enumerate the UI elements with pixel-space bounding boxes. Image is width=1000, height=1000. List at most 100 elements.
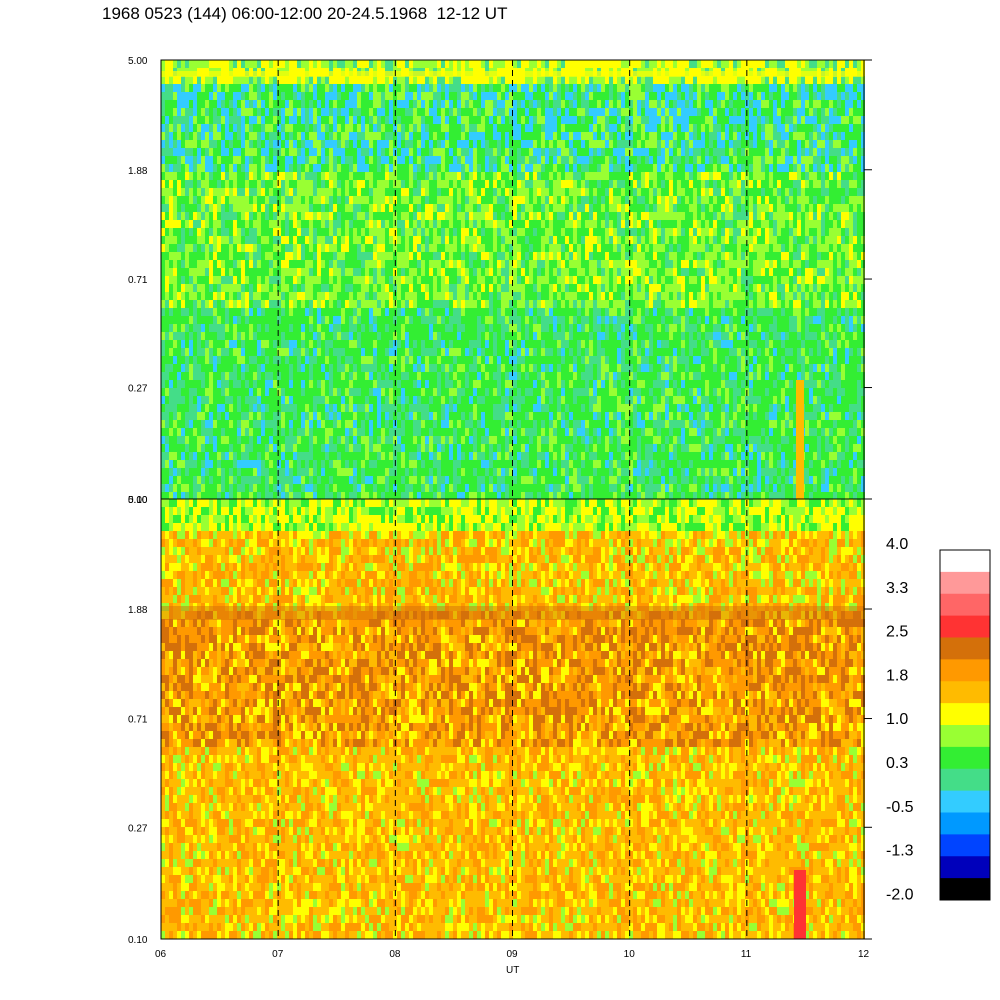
heatmap-cell [281, 404, 285, 418]
heatmap-cell [449, 372, 453, 386]
heatmap-cell [357, 388, 361, 396]
heatmap-cell [501, 324, 505, 338]
heatmap-cell [477, 420, 481, 435]
heatmap-cell [521, 404, 525, 418]
heatmap-cell [425, 436, 429, 450]
heatmap-cell [517, 148, 521, 161]
heatmap-cell [249, 284, 253, 293]
heatmap-cell [289, 396, 293, 411]
heatmap-cell [465, 476, 469, 485]
heatmap-cell [409, 412, 413, 420]
heatmap-cell [445, 188, 449, 197]
heatmap-cell [293, 324, 297, 332]
heatmap-cell [273, 412, 277, 423]
heatmap-cell [253, 492, 257, 499]
heatmap-cell [233, 108, 237, 120]
heatmap-cell [333, 124, 337, 139]
heatmap-cell [385, 420, 389, 428]
heatmap-cell [433, 172, 437, 185]
heatmap-cell [297, 84, 301, 92]
heatmap-cell [457, 308, 461, 319]
heatmap-cell [257, 388, 261, 403]
heatmap-cell [161, 324, 165, 334]
heatmap-cell [493, 436, 497, 449]
heatmap-cell [397, 148, 401, 156]
heatmap-cell [197, 132, 201, 144]
heatmap-cell [465, 108, 469, 122]
heatmap-cell [469, 468, 473, 482]
heatmap-cell [221, 388, 225, 402]
heatmap-cell [373, 60, 377, 74]
heatmap-cell [425, 236, 429, 245]
heatmap-cell [433, 412, 437, 427]
heatmap-cell [309, 252, 313, 263]
heatmap-cell [253, 388, 257, 399]
heatmap-cell [465, 380, 469, 389]
heatmap-cell [309, 196, 313, 209]
heatmap-cell [465, 332, 469, 341]
heatmap-cell [497, 332, 501, 343]
heatmap-cell [313, 484, 317, 498]
heatmap-cell [453, 396, 457, 405]
heatmap-cell [349, 356, 353, 370]
heatmap-cell [373, 484, 377, 498]
heatmap-cell [201, 332, 205, 342]
heatmap-cell [461, 260, 465, 275]
heatmap-cell [405, 324, 409, 337]
heatmap-cell [329, 300, 333, 308]
heatmap-cell [197, 292, 201, 303]
heatmap-cell [177, 124, 181, 134]
heatmap-cell [405, 364, 409, 375]
heatmap-cell [461, 324, 465, 338]
heatmap-cell [385, 196, 389, 210]
heatmap-cell [185, 156, 189, 164]
heatmap-cell [365, 92, 369, 104]
heatmap-cell [165, 220, 169, 231]
heatmap-cell [173, 108, 177, 120]
heatmap-cell [377, 268, 381, 279]
heatmap-cell [385, 292, 389, 303]
heatmap-cell [465, 132, 469, 141]
heatmap-cell [165, 420, 169, 431]
heatmap-cell [173, 92, 177, 104]
heatmap-cell [385, 308, 389, 321]
heatmap-cell [457, 388, 461, 397]
heatmap-cell [397, 260, 401, 273]
heatmap-cell [313, 252, 317, 261]
heatmap-cell [265, 260, 269, 274]
heatmap-cell [281, 76, 285, 87]
heatmap-cell [245, 308, 249, 319]
heatmap-cell [313, 364, 317, 375]
heatmap-cell [329, 276, 333, 288]
heatmap-cell [345, 372, 349, 387]
heatmap-cell [429, 196, 433, 207]
heatmap-cell [269, 60, 273, 71]
heatmap-cell [225, 252, 229, 264]
heatmap-cell [329, 452, 333, 463]
heatmap-cell [173, 212, 177, 222]
heatmap-cell [373, 308, 377, 323]
heatmap-cell [489, 300, 493, 314]
heatmap-cell [221, 476, 225, 485]
heatmap-cell [325, 156, 329, 170]
heatmap-cell [481, 212, 485, 222]
heatmap-cell [181, 180, 185, 195]
heatmap-cell [413, 116, 417, 125]
heatmap-cell [309, 436, 313, 449]
heatmap-cell [333, 356, 337, 369]
heatmap-cell [309, 204, 313, 215]
heatmap-cell [433, 340, 437, 354]
heatmap-cell [189, 116, 193, 124]
heatmap-cell [469, 204, 473, 219]
heatmap-cell [421, 316, 425, 326]
heatmap-cell [453, 316, 457, 324]
heatmap-cell [517, 100, 521, 114]
heatmap-cell [465, 428, 469, 443]
heatmap-cell [349, 60, 353, 68]
heatmap-cell [361, 236, 365, 248]
heatmap-cell [217, 196, 221, 205]
heatmap-cell [213, 148, 217, 160]
heatmap-cell [257, 372, 261, 381]
heatmap-cell [201, 172, 205, 183]
heatmap-cell [453, 276, 457, 288]
